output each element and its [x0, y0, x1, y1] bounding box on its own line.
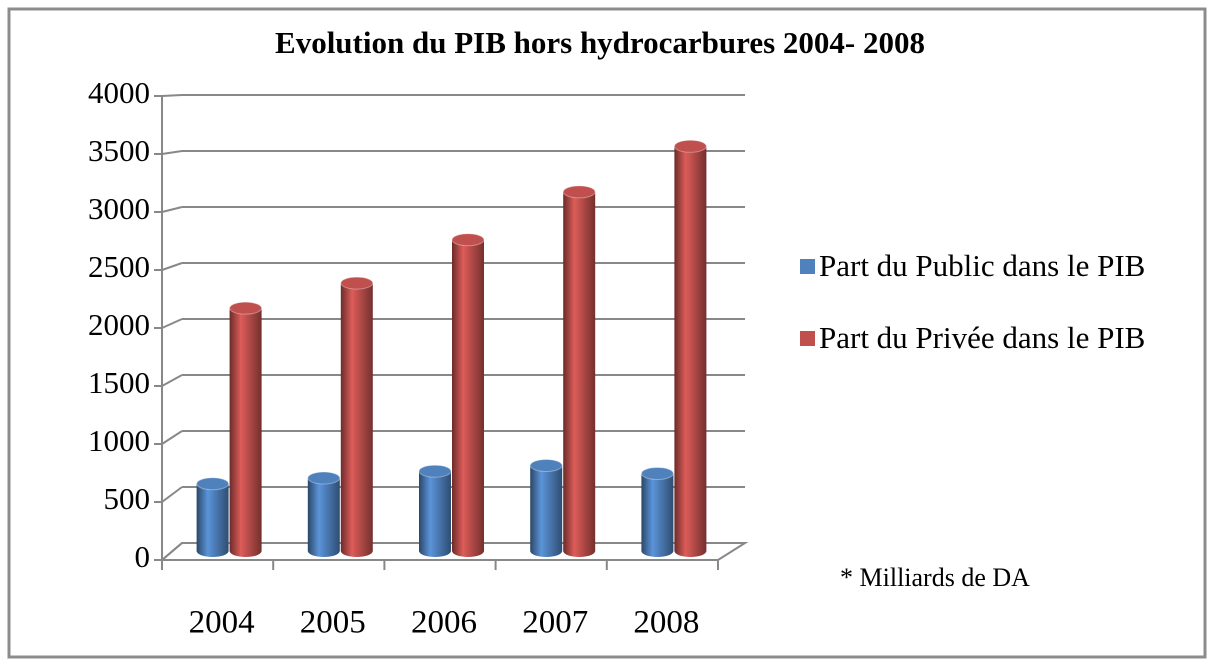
bar-top: [640, 466, 674, 480]
chart-title: Evolution du PIB hors hydrocarbures 2004…: [275, 25, 925, 60]
wall-diagonal: [161, 542, 183, 561]
y-tick-label: 4000: [88, 75, 150, 110]
wall-diagonal: [161, 318, 183, 329]
wall-diagonal: [161, 94, 183, 97]
wall-diagonal: [161, 374, 183, 387]
wall-diagonal: [161, 150, 183, 155]
bar: [530, 465, 563, 557]
annotation: * Milliards de DA: [840, 563, 1030, 592]
y-tick-label: 1000: [88, 423, 150, 458]
x-tick-label: 2006: [411, 605, 477, 641]
y-tick-label: 2000: [88, 307, 150, 342]
y-tick-label: 500: [104, 481, 151, 516]
x-tick-label: 2008: [633, 605, 699, 641]
bar: [196, 483, 229, 557]
y-tick-label: 3500: [88, 133, 150, 168]
bar: [229, 308, 262, 557]
legend-swatch: [800, 259, 815, 274]
legend-item: Part du Privée dans le PIB: [800, 315, 1170, 361]
bar: [563, 191, 596, 557]
bar-top: [340, 276, 374, 290]
x-tick-label: 2007: [522, 605, 588, 641]
y-tick-label: 2500: [88, 249, 150, 284]
y-tick-label: 1500: [88, 365, 150, 400]
y-tick-label: 3000: [88, 191, 150, 226]
bar-top: [418, 464, 452, 478]
bar: [452, 239, 484, 557]
x-tick-label: 2004: [189, 605, 255, 641]
bar-top: [451, 233, 485, 247]
wall-diagonal: [161, 262, 183, 271]
bar-top: [673, 139, 707, 153]
wall-diagonal: [161, 486, 183, 503]
wall-diagonal: [161, 430, 183, 445]
legend-swatch: [800, 331, 815, 346]
bar: [641, 473, 674, 557]
legend-item: Part du Public dans le PIB: [800, 243, 1170, 289]
bar: [419, 471, 451, 557]
wall-diagonal: [161, 206, 183, 213]
bar: [674, 146, 707, 558]
legend-label: Part du Public dans le PIB: [819, 248, 1146, 283]
bar-top: [307, 471, 341, 485]
bar-top: [229, 301, 263, 315]
bar-top: [196, 477, 230, 491]
bar-top: [529, 459, 563, 472]
y-tick-label: 0: [135, 539, 151, 574]
legend: Part du Public dans le PIB Part du Privée…: [800, 243, 1170, 387]
bar: [307, 478, 340, 557]
bar: [340, 283, 373, 557]
bar-top: [562, 185, 596, 199]
x-tick-label: 2005: [300, 605, 366, 641]
legend-label: Part du Privée dans le PIB: [819, 320, 1146, 355]
